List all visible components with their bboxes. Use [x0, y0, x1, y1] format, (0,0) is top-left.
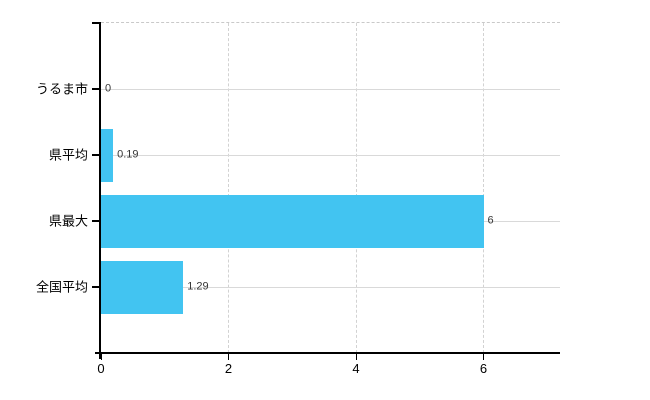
- x-tick: [355, 354, 357, 360]
- x-axis-line: [95, 352, 560, 354]
- y-axis-line: [99, 22, 101, 359]
- y-tick: [92, 286, 99, 288]
- v-gridline: [355, 23, 357, 353]
- v-gridline: [483, 23, 484, 353]
- y-tick: [92, 154, 99, 156]
- y-tick: [92, 220, 99, 222]
- bar: [101, 260, 184, 314]
- bar-value-label: 0: [105, 82, 112, 95]
- h-gridline: [101, 286, 560, 288]
- v-gridline: [228, 23, 229, 353]
- x-tick: [228, 354, 229, 360]
- category-label: 県最大: [48, 213, 88, 229]
- category-label: 全国平均: [35, 279, 88, 295]
- bar: [101, 128, 114, 182]
- y-tick-top: [92, 22, 99, 24]
- x-tick-label: 2: [224, 361, 233, 376]
- x-tick: [483, 354, 484, 360]
- category-label: うるま市: [35, 81, 88, 97]
- bar: [101, 194, 484, 248]
- plot-area: 0 うるま市 0.19 県平均 6 県最大 1.29 全国平均 0 2 4 6: [36, 22, 560, 375]
- bar-value-label: 1.29: [187, 280, 209, 293]
- x-tick-label: 6: [479, 361, 488, 376]
- h-gridline: [101, 154, 560, 156]
- bar-value-label: 6: [487, 214, 494, 227]
- x-tick-label: 4: [352, 361, 360, 376]
- x-tick-label: 0: [97, 361, 105, 376]
- bar-value-label: 0.19: [117, 148, 139, 161]
- h-gridline: [101, 88, 560, 90]
- y-tick: [92, 88, 99, 90]
- x-tick: [100, 354, 102, 360]
- category-label: 県平均: [48, 147, 88, 163]
